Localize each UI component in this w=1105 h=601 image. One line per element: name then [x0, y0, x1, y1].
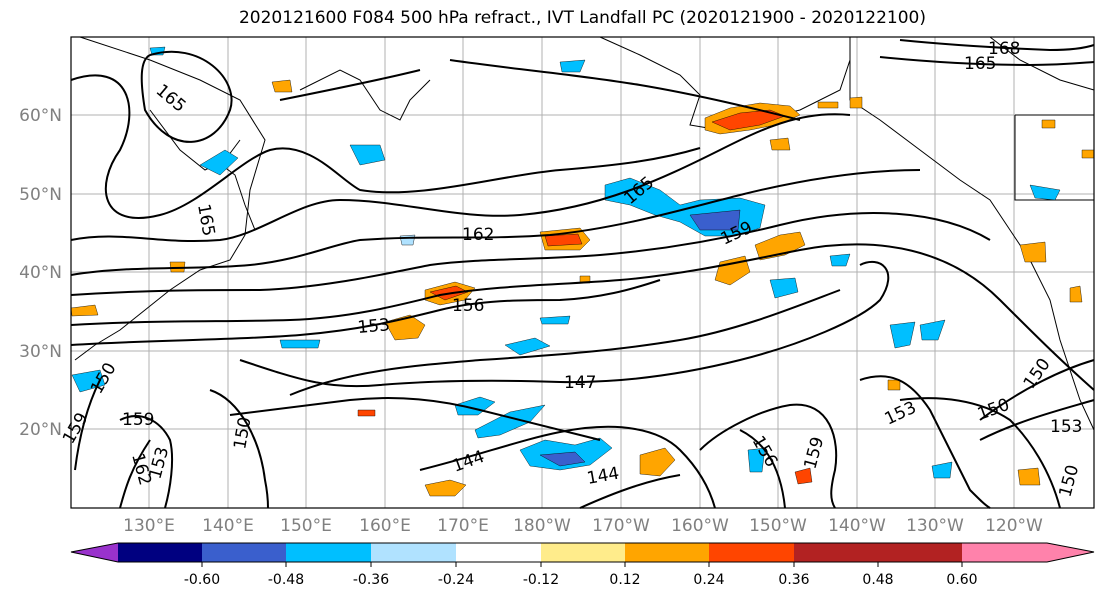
colorbar-tick: -0.36: [353, 572, 389, 588]
colorbar-tick: 0.48: [862, 572, 893, 588]
map-gridlines: [71, 37, 1094, 508]
colorbar-bin: [456, 543, 541, 562]
contour-label: 165: [964, 54, 996, 74]
lon-label: 160°E: [359, 516, 411, 536]
colorbar-bin: [286, 543, 371, 562]
lon-label: 150°W: [749, 516, 807, 536]
lon-label: 170°E: [437, 516, 489, 536]
contour-label: 162: [462, 225, 494, 245]
colorbar-tick: 0.12: [609, 572, 640, 588]
lon-label: 170°W: [592, 516, 650, 536]
contour-label: 147: [564, 373, 596, 393]
contour-label: 159: [122, 410, 154, 430]
lon-label: 150°E: [280, 516, 332, 536]
colorbar-tick: 0.36: [778, 572, 809, 588]
colorbar-tick: 0.60: [946, 572, 977, 588]
colorbar-bin: [878, 543, 962, 562]
longitude-labels: 130°E 140°E 150°E 160°E 170°E 180°W 170°…: [123, 516, 1043, 536]
lat-label: 30°N: [19, 342, 62, 362]
contour-label: 168: [988, 39, 1020, 59]
lon-label: 140°W: [828, 516, 886, 536]
lat-label: 60°N: [19, 106, 62, 126]
lon-label: 130°E: [123, 516, 175, 536]
colorbar: [70, 542, 1095, 563]
colorbar-extend-high: [1047, 543, 1094, 562]
colorbar-bin: [625, 543, 709, 562]
height-contours: [70, 39, 1095, 509]
colorbar-tick: -0.12: [523, 572, 559, 588]
colorbar-tick: 0.24: [693, 572, 724, 588]
contour-label: 156: [452, 296, 484, 316]
colorbar-extend-low: [71, 543, 118, 562]
colorbar-outline: [70, 542, 1095, 563]
colorbar-tick: -0.48: [268, 572, 304, 588]
colorbar-tick: -0.60: [184, 572, 220, 588]
colorbar-bin: [118, 543, 202, 562]
lon-label: 180°W: [513, 516, 571, 536]
lon-label: 120°W: [985, 516, 1043, 536]
map-border: [70, 36, 1095, 509]
colorbar-bin: [371, 543, 456, 562]
lon-label: 160°W: [671, 516, 729, 536]
lat-label: 50°N: [19, 185, 62, 205]
map-title: 2020121600 F084 500 hPa refract., IVT La…: [238, 8, 926, 28]
colorbar-tick: -0.24: [438, 572, 474, 588]
contour-label: 153: [1050, 417, 1082, 437]
lon-label: 130°W: [906, 516, 964, 536]
colorbar-bin: [709, 543, 794, 562]
lat-label: 40°N: [19, 263, 62, 283]
lon-label: 140°E: [202, 516, 254, 536]
contour-label: 153: [357, 315, 391, 338]
colorbar-bin: [962, 543, 1047, 562]
colorbar-bin: [794, 543, 878, 562]
latitude-labels: 60°N 50°N 40°N 30°N 20°N: [19, 106, 62, 440]
colorbar-bin: [202, 543, 286, 562]
colorbar-bin: [541, 543, 625, 562]
lat-label: 20°N: [19, 420, 62, 440]
colorbar-tick-labels: -0.60 -0.48 -0.36 -0.24 -0.12 0.12 0.24 …: [184, 562, 978, 588]
